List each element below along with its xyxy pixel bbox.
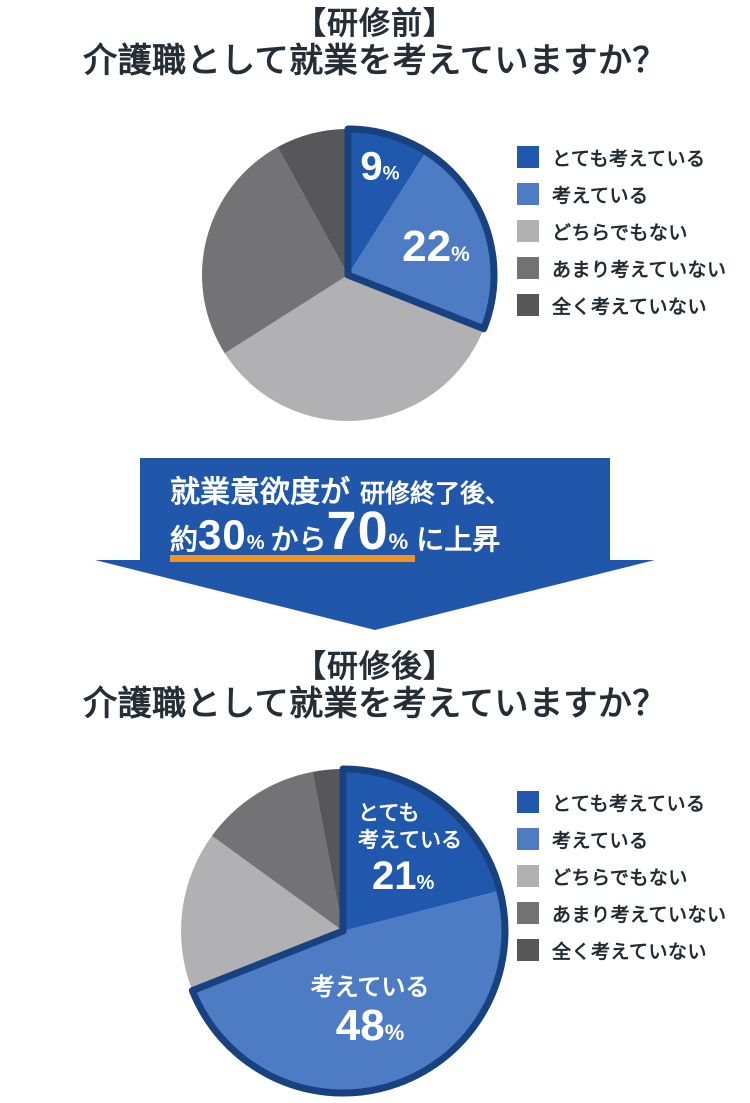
pie-slice: [343, 769, 500, 931]
before-slice1-value: 9: [360, 144, 383, 189]
legend-swatch: [517, 220, 539, 242]
before-title: 【研修前】 介護職として就業を考えていますか？: [0, 6, 750, 80]
legend-label: 考えている: [552, 185, 649, 207]
after-slice1-name-line1: とても: [358, 802, 420, 825]
pie-svg-after: [181, 765, 509, 1097]
legend-swatch: [517, 828, 539, 850]
pie-chart-before: 9% 22%: [196, 123, 500, 427]
legend-item: とても考えている: [517, 146, 747, 170]
legend-label: 全く考えていない: [552, 296, 708, 318]
pie-slice: [312, 769, 343, 931]
highlight-outline: [344, 125, 498, 333]
banner-rise: に上昇: [416, 524, 501, 555]
legend-item: あまり考えていない: [517, 902, 747, 926]
before-title-question: 介護職として就業を考えていますか？: [83, 42, 667, 80]
legend-swatch: [517, 257, 539, 279]
legend-swatch: [517, 939, 539, 961]
legend-item: どちらでもない: [517, 865, 747, 889]
banner-arrow-shape: [95, 458, 655, 630]
legend-swatch: [517, 791, 539, 813]
pie-chart-after: とても 考えている 21% 考えている 48%: [175, 763, 511, 1099]
banner-value-70: 70: [326, 501, 389, 561]
after-title-question: 介護職として就業を考えていますか？: [83, 685, 667, 723]
legend-swatch: [517, 183, 539, 205]
legend-item: 全く考えていない: [517, 294, 747, 318]
pie-slice: [277, 129, 348, 275]
after-slice1-unit: %: [416, 872, 435, 894]
after-slice2-name: 考えている: [310, 974, 430, 1001]
pie-slice: [202, 147, 348, 354]
legend-item: 全く考えていない: [517, 939, 747, 963]
pie-slice: [348, 129, 427, 275]
after-title-tag: 【研修後】: [295, 649, 455, 684]
before-title-tag: 【研修前】: [295, 6, 455, 41]
legend-label: どちらでもない: [552, 867, 688, 889]
legend-swatch: [517, 902, 539, 924]
orange-underline: [170, 555, 415, 562]
after-slice2-unit: %: [384, 1020, 405, 1045]
legend-item: どちらでもない: [517, 220, 747, 244]
before-slice1-label: 9%: [360, 145, 399, 190]
legend-item: 考えている: [517, 828, 747, 852]
banner-kara: から: [270, 524, 327, 555]
pie-slice: [224, 275, 484, 422]
after-slice1-value: 21: [372, 854, 417, 898]
after-slice1-label: とても 考えている 21%: [358, 800, 462, 905]
after-slice2-label: 考えている 48%: [290, 973, 450, 1056]
highlight-outline: [188, 765, 509, 1097]
before-slice2-unit: %: [451, 243, 470, 266]
legend-before: とても考えている 考えているどちらでもないあまり考えていない 全く考えていない: [517, 146, 747, 331]
banner-line1-main: 就業意欲度が: [170, 476, 350, 509]
legend-swatch: [517, 294, 539, 316]
legend-swatch: [517, 865, 539, 887]
legend-swatch: [517, 146, 539, 168]
legend-label: 全く考えていない: [552, 941, 708, 963]
legend-item: 考えている: [517, 183, 747, 207]
legend-label: とても考えている: [552, 793, 706, 815]
pie-slice: [181, 835, 343, 991]
legend-label: どちらでもない: [552, 222, 688, 244]
legend-label: あまり考えていない: [552, 904, 727, 926]
legend-label: あまり考えていない: [552, 259, 727, 281]
banner-value-30: 30: [198, 511, 247, 558]
after-slice2-value: 48: [335, 1001, 385, 1050]
banner-line1-sub: 研修終了後、: [360, 480, 511, 508]
pie-slice: [192, 890, 505, 1093]
down-arrow-icon: [95, 458, 655, 630]
before-slice1-unit: %: [382, 163, 400, 185]
before-slice2-value: 22: [402, 222, 452, 271]
legend-item: とても考えている: [517, 791, 747, 815]
legend-label: 考えている: [552, 830, 649, 852]
after-title: 【研修後】 介護職として就業を考えていますか？: [0, 649, 750, 723]
before-slice2-label: 22%: [402, 222, 470, 272]
legend-item: あまり考えていない: [517, 257, 747, 281]
banner-arrow: 就業意欲度が 研修終了後、 約 30 % から 70 % に上昇: [95, 458, 655, 630]
banner-unit-2: %: [388, 529, 409, 554]
banner-approx: 約: [170, 524, 199, 555]
banner-unit-1: %: [246, 532, 265, 554]
legend-after: とても考えている 考えているどちらでもないあまり考えていない 全く考えていない: [517, 791, 747, 976]
after-slice1-name-line2: 考えている: [358, 829, 462, 852]
banner-line1: 就業意欲度が 研修終了後、: [170, 467, 510, 511]
pie-slice: [348, 151, 495, 329]
pie-svg-before: [202, 125, 498, 422]
banner-line2: 約 30 % から 70 % に上昇: [170, 500, 500, 562]
pie-slice: [211, 771, 343, 931]
legend-label: とても考えている: [552, 148, 706, 170]
